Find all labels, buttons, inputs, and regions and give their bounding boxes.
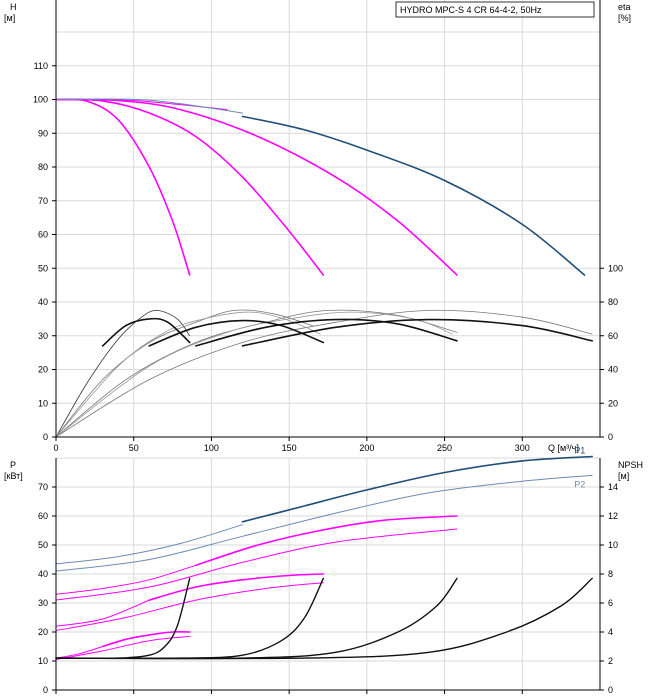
y2-tick-label-1-6: 12 [608,511,618,521]
x-tick-label-1: 50 [129,443,139,453]
y2-tick-label-1-2: 4 [608,627,613,637]
y-tick-label-0-0: 0 [43,432,48,442]
series-line-0-7 [55,309,313,438]
y-tick-label-0-6: 60 [38,230,48,240]
y-tick-label-1-3: 30 [38,598,48,608]
series-line-1-0 [241,455,593,523]
series-line-0-5 [241,115,586,276]
axes-layer [52,0,604,694]
series-line-1-15 [55,577,593,660]
series-line-1-10 [55,646,104,659]
x-tick-label-0: 0 [53,443,58,453]
series-line-0-4 [55,98,243,114]
y-tick-label-0-9: 90 [38,128,48,138]
y2-tick-label-0-5: 100 [608,263,623,273]
series-line-0-15 [241,318,593,347]
series-label-p1: P1 [574,446,585,456]
x-tick-label-2: 100 [204,443,219,453]
x-tick-label-5: 250 [437,443,452,453]
series-line-0-6 [55,309,191,438]
series-line-1-9 [101,630,191,648]
y2-tick-label-1-5: 10 [608,540,618,550]
y-tick-label-1-6: 60 [38,511,48,521]
series-line-0-12 [101,317,191,347]
y-tick-label-0-11: 110 [34,61,48,71]
y-tick-label-1-0: 0 [43,685,48,695]
series-line-0-11 [55,311,453,438]
y-tick-label-1-2: 20 [38,627,48,637]
y-tick-label-0-4: 40 [38,297,48,307]
series-line-0-1 [55,98,325,276]
series-line-1-5 [55,528,458,601]
series-line-1-6 [148,573,325,601]
y2-axis-title-1: NPSH [618,460,643,470]
y-axis-title-1: P [10,460,16,470]
y-tick-label-1-5: 50 [38,540,48,550]
series-label-p2: P2 [574,479,585,489]
series-line-1-13 [55,577,324,660]
series-line-0-2 [55,98,458,276]
y2-axis-unit-1: [м] [618,471,629,481]
text-layer: 0102030405060708090100110020406080100H[м… [4,2,643,695]
y-tick-label-0-3: 30 [38,331,48,341]
series-line-1-1 [55,524,243,565]
y-axis-title-0: H [10,2,17,12]
y2-tick-label-0-4: 80 [608,297,618,307]
title-box [395,1,595,18]
x-tick-label-3: 150 [282,443,297,453]
y2-axis-unit-0: [%] [618,13,631,23]
grid-layer [56,0,600,690]
series-line-0-13 [148,319,325,347]
y2-tick-label-1-3: 6 [608,598,613,608]
series-line-0-14 [195,318,458,347]
y-tick-label-1-1: 10 [38,656,48,666]
y-tick-label-0-8: 80 [38,162,48,172]
y-tick-label-0-10: 100 [33,95,48,105]
y2-tick-label-0-0: 0 [608,432,613,442]
y-axis-unit-1: [кВт] [4,471,23,481]
series-line-1-3 [195,515,458,567]
series-line-1-14 [55,577,458,660]
y-tick-label-0-2: 20 [38,365,48,375]
x-tick-label-4: 200 [359,443,374,453]
y2-tick-label-1-1: 2 [608,656,613,666]
y-tick-label-1-7: 70 [38,482,48,492]
series-line-0-10 [55,311,321,438]
y-tick-label-0-1: 10 [38,398,48,408]
y-tick-label-1-4: 40 [38,569,48,579]
y2-tick-label-0-3: 60 [608,331,618,341]
series-line-0-0 [55,98,191,276]
chart-title: HYDRO MPC-S 4 CR 64-4-2, 50Hz [400,5,542,15]
y2-tick-label-1-0: 0 [608,685,613,695]
y2-axis-title-0: eta [618,2,631,12]
y-tick-label-0-7: 70 [38,196,48,206]
y2-tick-label-1-4: 8 [608,569,613,579]
series-line-1-2 [55,474,593,572]
series-line-1-11 [55,635,191,660]
series-layer [55,98,593,660]
y2-tick-label-0-2: 40 [608,365,618,375]
y2-tick-label-0-1: 20 [608,398,618,408]
series-line-1-8 [55,582,324,631]
series-line-1-4 [55,564,197,595]
x-tick-label-6: 300 [515,443,530,453]
x-axis-title: Q [м³/ч] [548,443,579,453]
y-tick-label-0-5: 50 [38,263,48,273]
series-line-1-7 [55,599,150,627]
y-axis-unit-0: [м] [4,13,15,23]
y2-tick-label-1-7: 14 [608,482,618,492]
series-line-0-3 [55,98,228,111]
series-line-0-9 [55,309,593,438]
